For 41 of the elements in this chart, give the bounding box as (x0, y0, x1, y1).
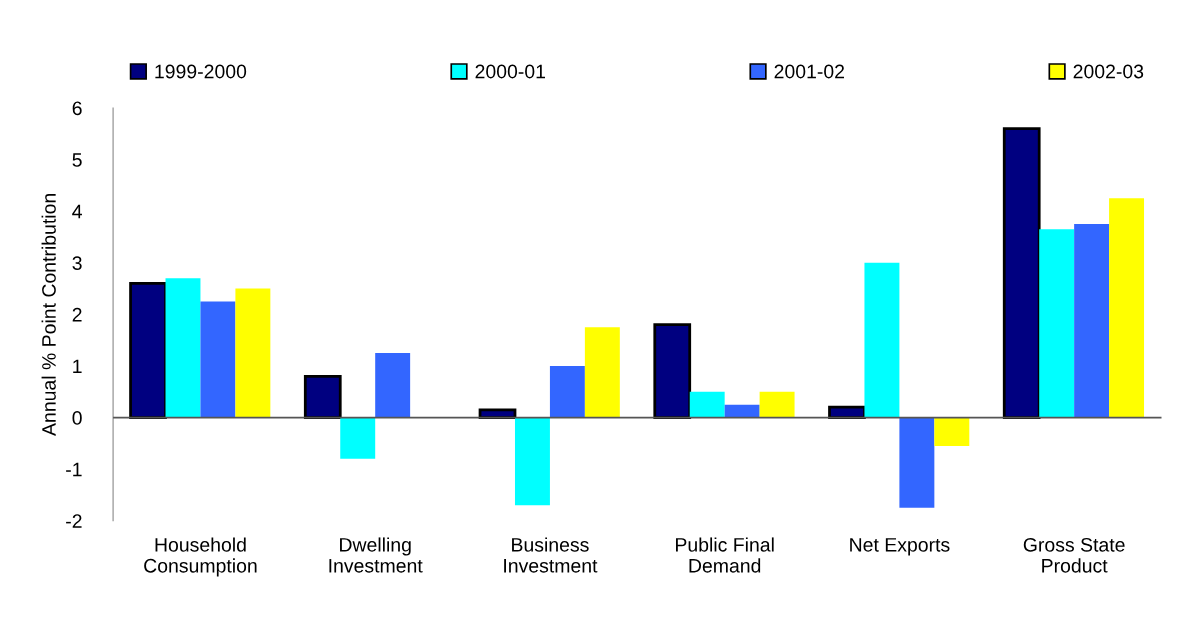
x-tick-label: Business Investment (504, 537, 598, 573)
y-tick-label: 4 (72, 204, 82, 219)
bar (653, 323, 692, 419)
bar (864, 262, 900, 418)
x-tick-label: Dwelling Investment (329, 537, 423, 573)
y-tick-label: 6 (72, 101, 82, 116)
y-tick-label: 0 (72, 411, 82, 425)
bar (514, 417, 550, 506)
y-tick-label: 5 (72, 153, 82, 167)
legend-label: 2000-01 (475, 64, 545, 79)
legend-label: 1999-2000 (155, 64, 247, 79)
x-tick-label: Net Exports (850, 538, 950, 556)
bar (1109, 198, 1145, 418)
bar (934, 417, 970, 446)
bar (584, 327, 620, 418)
bar (235, 288, 271, 418)
y-axis-title: Annual % Point Contribution (41, 194, 56, 436)
x-tick-label: Public Final Demand (676, 537, 774, 573)
bar (759, 391, 795, 418)
bar (375, 353, 411, 418)
bar (689, 391, 725, 418)
y-tick-label: -2 (66, 514, 82, 528)
legend-label: 2001-02 (774, 64, 844, 79)
bar (549, 365, 585, 418)
bar (1039, 229, 1075, 418)
y-tick-label: -1 (66, 462, 82, 477)
bar (129, 282, 167, 419)
bar (1002, 127, 1041, 419)
y-tick-label: 2 (72, 307, 82, 322)
bar (340, 417, 376, 459)
x-tick-label: Household Consumption (144, 537, 257, 577)
bar (200, 301, 236, 418)
y-tick-label: 3 (72, 256, 82, 270)
bar (899, 417, 935, 508)
x-tick-label: Gross State Product (1023, 537, 1125, 573)
legend-label: 2002-03 (1073, 64, 1144, 79)
y-tick-label: 1 (73, 359, 82, 373)
bar (303, 374, 342, 419)
bar (165, 278, 201, 418)
bar (1074, 224, 1110, 418)
bar (724, 404, 760, 418)
